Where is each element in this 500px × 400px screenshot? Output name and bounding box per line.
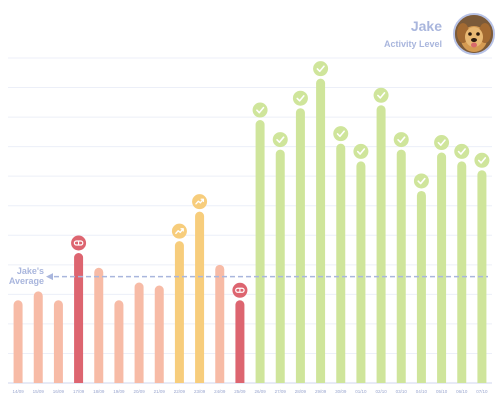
chart-header: Jake Activity Level [384, 18, 442, 50]
bar-06-10[interactable] [457, 161, 467, 383]
x-tick-label: 29/09 [315, 389, 327, 394]
bar-28-09[interactable] [295, 108, 305, 384]
bar-19-09[interactable] [114, 300, 124, 383]
check-icon [316, 65, 325, 73]
status-marker [434, 135, 450, 151]
status-marker [333, 126, 349, 142]
x-tick-labels: 14/09 15/09 16/09 17/09 18/09 19/09 20/09 21/09… [12, 389, 488, 394]
x-tick-label: 26/09 [254, 389, 266, 394]
status-marker [393, 132, 409, 148]
check-icon [477, 157, 487, 164]
status-marker [292, 90, 308, 106]
bar-17-09[interactable] [74, 253, 84, 383]
x-tick-label: 23/09 [194, 389, 206, 394]
dog-avatar-icon[interactable] [453, 13, 495, 55]
average-label-line-2: Average [8, 276, 44, 286]
x-tick-label: 19/09 [113, 389, 125, 394]
status-markers [71, 61, 490, 298]
x-tick-label: 16/09 [53, 389, 65, 394]
bar-14-09[interactable] [13, 300, 23, 383]
bar-26-09[interactable] [255, 120, 265, 384]
average-line-group [46, 273, 488, 281]
bar-24-09[interactable] [215, 264, 225, 383]
sleep-icon [73, 240, 84, 246]
trend-up-icon [195, 198, 205, 205]
check-icon [457, 148, 466, 155]
x-tick-label: 20/09 [133, 389, 145, 394]
status-marker [454, 143, 470, 159]
sleep-icon [235, 287, 245, 293]
bar-22-09[interactable] [174, 241, 184, 383]
x-tick-label: 22/09 [174, 389, 186, 394]
bar-23-09[interactable] [195, 211, 205, 383]
x-tick-label: 03/10 [396, 389, 408, 394]
check-icon [276, 136, 285, 143]
bar-01-10[interactable] [356, 161, 366, 383]
bar-18-09[interactable] [94, 267, 104, 383]
x-tick-label: 30/09 [335, 389, 347, 394]
x-tick-label: 17/09 [73, 389, 85, 394]
check-icon [356, 148, 366, 155]
status-marker [313, 61, 329, 77]
check-icon [397, 136, 406, 143]
status-marker [413, 173, 429, 189]
x-tick-label: 24/09 [214, 389, 226, 394]
grid-lines [8, 57, 492, 384]
bar-25-09[interactable] [235, 300, 245, 383]
check-icon [417, 177, 426, 185]
x-tick-label: 25/09 [234, 389, 246, 394]
status-marker [474, 152, 490, 168]
average-label-line-1: Jake's [16, 266, 44, 276]
check-icon [437, 139, 446, 146]
x-tick-label: 07/10 [476, 389, 488, 394]
x-tick-label: 28/09 [295, 389, 307, 394]
x-tick-label: 15/09 [33, 389, 45, 394]
average-label: Jake's Average [2, 266, 44, 286]
status-marker [252, 102, 268, 118]
check-icon [377, 92, 386, 99]
bar-15-09[interactable] [33, 291, 43, 383]
check-icon [296, 95, 305, 102]
bars [13, 78, 487, 384]
x-tick-label: 06/10 [456, 389, 468, 394]
bar-04-10[interactable] [416, 190, 426, 383]
trend-up-icon [175, 228, 184, 235]
x-tick-label: 01/10 [355, 389, 367, 394]
status-marker [353, 143, 369, 159]
chart-subtitle: Activity Level [383, 39, 442, 49]
check-icon [336, 130, 345, 138]
x-tick-label: 27/09 [275, 389, 287, 394]
bar-16-09[interactable] [53, 300, 63, 383]
x-tick-label: 18/09 [93, 389, 105, 394]
bar-29-09[interactable] [316, 78, 326, 383]
bar-20-09[interactable] [134, 282, 144, 383]
status-marker [272, 132, 288, 148]
check-icon [256, 106, 265, 114]
bar-02-10[interactable] [376, 105, 386, 383]
x-tick-label: 05/10 [436, 389, 448, 394]
x-tick-label: 14/09 [12, 389, 24, 394]
bar-03-10[interactable] [396, 149, 406, 383]
pet-name: Jake [410, 18, 442, 34]
x-tick-label: 21/09 [154, 389, 166, 394]
bar-05-10[interactable] [437, 152, 447, 383]
bar-27-09[interactable] [275, 149, 285, 383]
x-tick-label: 04/10 [416, 389, 428, 394]
x-tick-label: 02/10 [375, 389, 387, 394]
average-arrow-icon [46, 273, 53, 281]
bar-30-09[interactable] [336, 143, 346, 383]
status-marker [373, 87, 389, 103]
bar-21-09[interactable] [154, 285, 164, 384]
